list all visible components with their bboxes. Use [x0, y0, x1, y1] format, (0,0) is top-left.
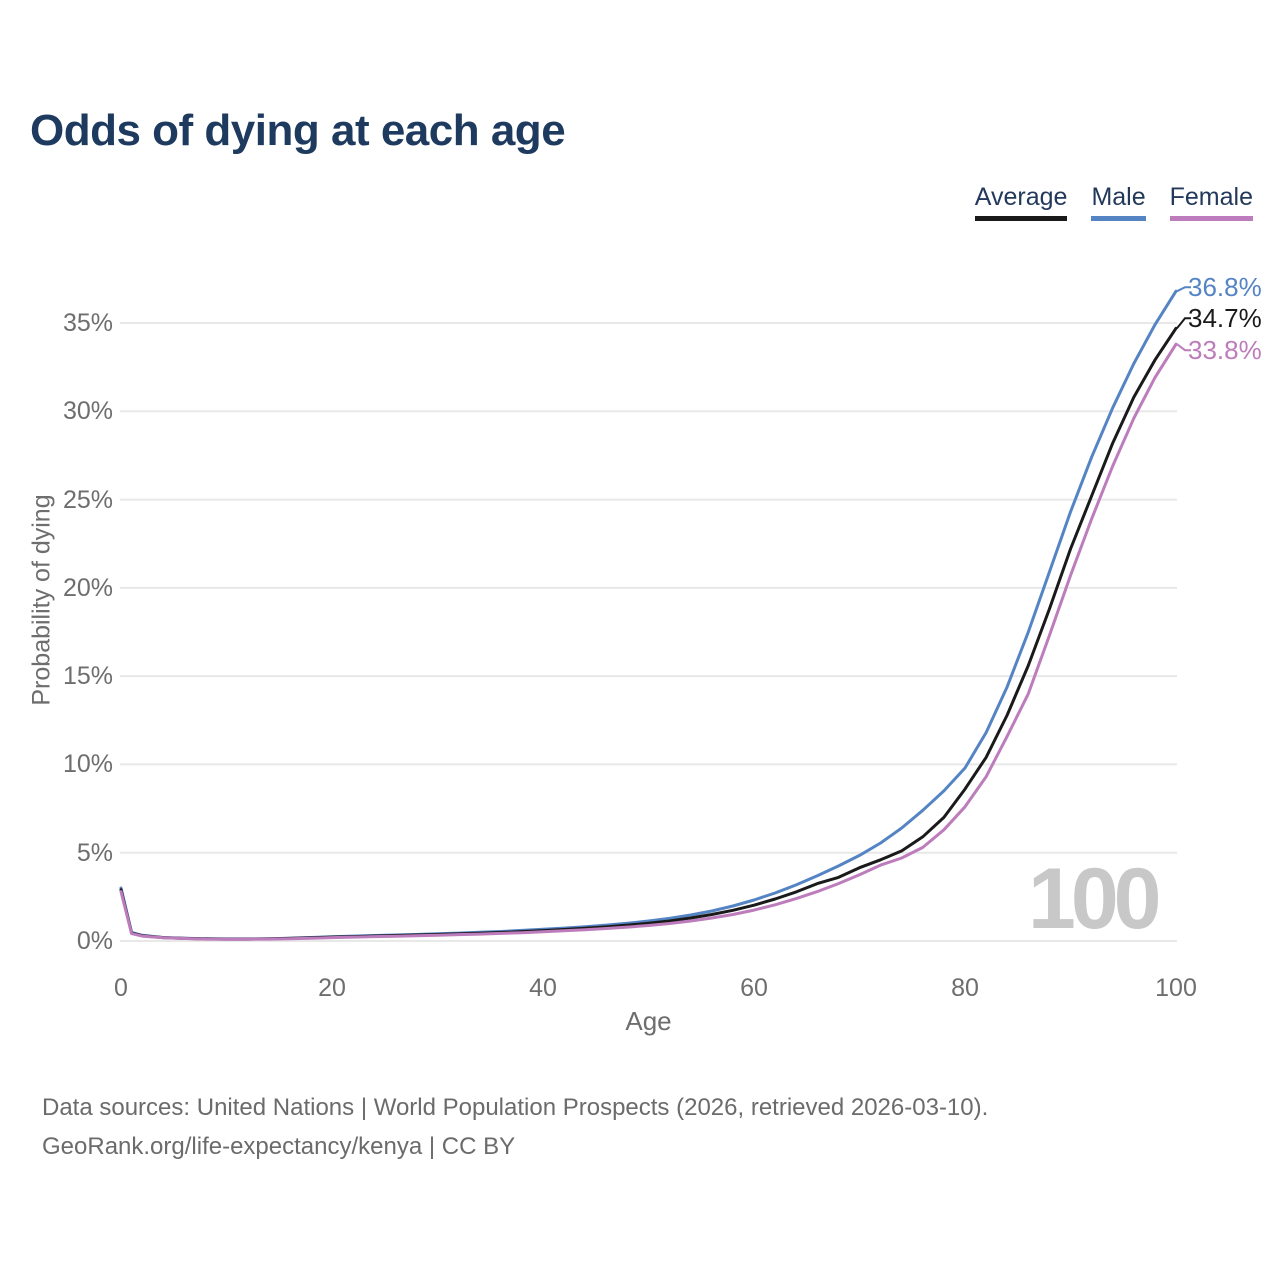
y-tick-30: 30%	[62, 397, 113, 426]
y-tick-15: 15%	[62, 662, 113, 691]
y-tick-35: 35%	[62, 309, 113, 337]
source-line-1: Data sources: United Nations | World Pop…	[42, 1094, 989, 1121]
x-tick-40: 40	[529, 974, 557, 1002]
x-tick-60: 60	[740, 974, 768, 1002]
source-line-2: GeoRank.org/life-expectancy/kenya | CC B…	[42, 1133, 516, 1160]
y-axis-title: Probability of dying	[27, 494, 56, 706]
legend-item-male[interactable]: Male	[1091, 183, 1146, 221]
y-tick-25: 25%	[62, 485, 113, 514]
gridlines	[120, 322, 1177, 942]
age-watermark: 100	[1028, 851, 1161, 947]
legend-item-female[interactable]: Female	[1169, 183, 1253, 221]
y-tick-10: 10%	[62, 750, 113, 779]
connector-average	[1176, 317, 1191, 329]
legend: Average Male Female	[974, 183, 1253, 221]
source-footer: Data sources: United Nations | World Pop…	[42, 1088, 988, 1166]
line-average	[119, 326, 1178, 941]
legend-item-average[interactable]: Average	[974, 183, 1068, 221]
x-tick-20: 20	[318, 974, 346, 1002]
connector-male	[1176, 286, 1191, 293]
end-label-male: 36.8%	[1188, 272, 1262, 303]
connector-female	[1176, 343, 1191, 352]
x-tick-100: 100	[1155, 974, 1197, 1002]
end-label-female: 33.8%	[1188, 335, 1262, 366]
y-tick-20: 20%	[62, 573, 113, 602]
end-label-connectors	[1176, 286, 1191, 352]
end-label-average: 34.7%	[1188, 303, 1262, 334]
line-female	[119, 342, 1178, 941]
y-tick-5: 5%	[76, 838, 113, 867]
series-lines	[119, 289, 1178, 941]
x-tick-80: 80	[951, 974, 979, 1002]
line-male	[119, 289, 1178, 941]
x-tick-0: 0	[114, 974, 128, 1002]
page-title: Odds of dying at each age	[30, 106, 566, 155]
x-axis-title: Age	[625, 1006, 672, 1036]
y-tick-0: 0%	[76, 927, 113, 955]
